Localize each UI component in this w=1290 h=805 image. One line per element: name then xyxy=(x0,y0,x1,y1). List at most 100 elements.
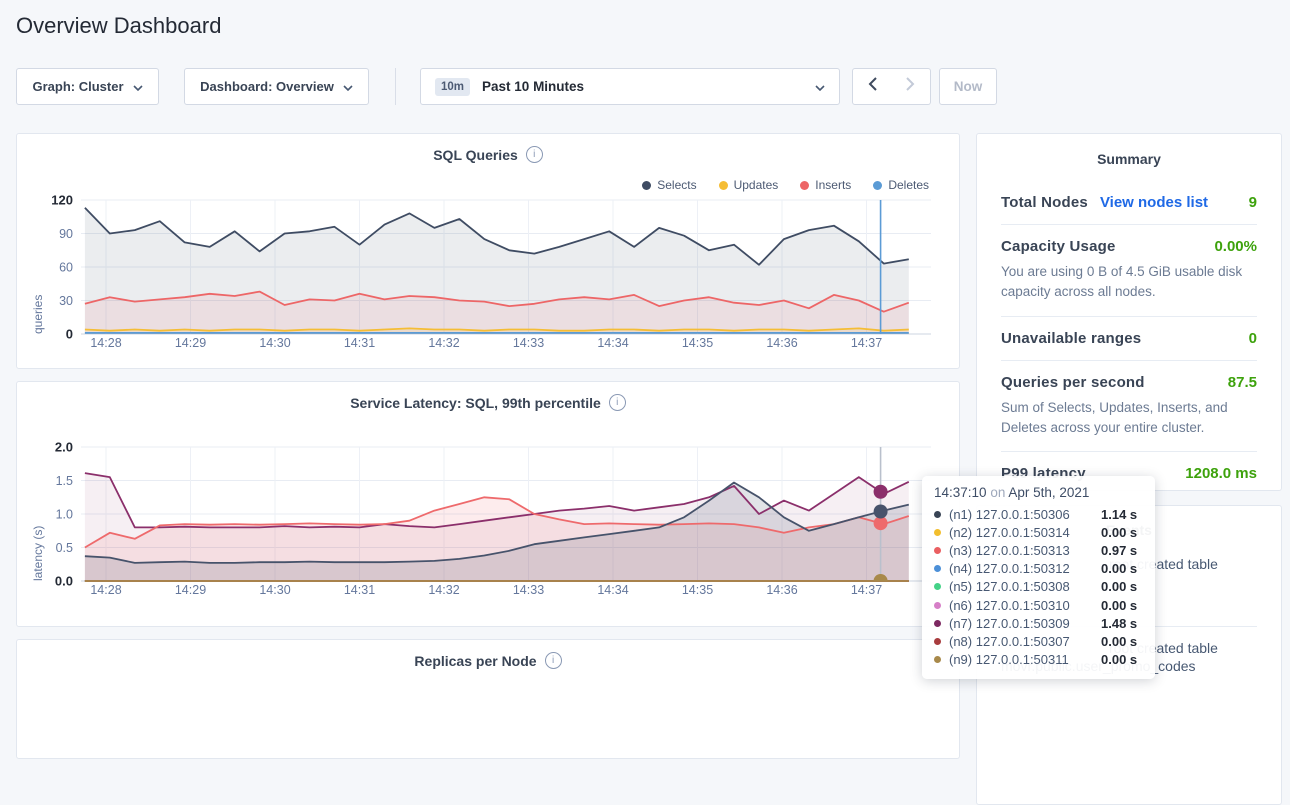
chart-hover-tooltip: 14:37:10 on Apr 5th, 2021 (n1) 127.0.0.1… xyxy=(922,476,1155,679)
y-tick-label: 0 xyxy=(66,327,73,342)
time-range-selector[interactable]: 10m Past 10 Minutes xyxy=(420,68,840,105)
tooltip-node-address: (n9) 127.0.0.1:50311 xyxy=(949,652,1101,667)
y-tick-label: 120 xyxy=(51,193,73,208)
info-icon[interactable]: i xyxy=(526,146,543,163)
view-nodes-list-link[interactable]: View nodes list xyxy=(1100,194,1208,211)
summary-row-value: 87.5 xyxy=(1228,374,1257,391)
replicas-chart-title: Replicas per Node xyxy=(414,653,536,669)
node-color-dot xyxy=(934,638,941,645)
legend-item-deletes[interactable]: Deletes xyxy=(873,178,929,192)
tooltip-node-address: (n8) 127.0.0.1:50307 xyxy=(949,634,1101,649)
tooltip-node-value: 1.48 s xyxy=(1101,616,1137,631)
summary-row: Capacity Usage0.00%You are using 0 B of … xyxy=(1001,224,1257,316)
y-tick-label: 1.5 xyxy=(56,474,73,488)
tooltip-node-value: 0.97 s xyxy=(1101,543,1137,558)
tooltip-node-address: (n2) 127.0.0.1:50314 xyxy=(949,525,1101,540)
legend-dot xyxy=(800,181,809,190)
dashboard-dropdown[interactable]: Dashboard: Overview xyxy=(184,68,369,105)
chevron-right-icon xyxy=(906,77,915,96)
legend-label: Selects xyxy=(657,178,696,192)
tooltip-node-value: 0.00 s xyxy=(1101,525,1137,540)
legend-item-selects[interactable]: Selects xyxy=(642,178,696,192)
service-latency-chart-card: Service Latency: SQL, 99th percentile i … xyxy=(16,381,960,627)
hover-dot xyxy=(874,485,888,499)
tooltip-date: Apr 5th, 2021 xyxy=(1008,485,1089,500)
tooltip-node-value: 1.14 s xyxy=(1101,507,1137,522)
node-color-dot xyxy=(934,529,941,536)
x-tick-label: 14:34 xyxy=(597,583,628,597)
info-icon[interactable]: i xyxy=(609,394,626,411)
x-tick-label: 14:33 xyxy=(513,583,544,597)
x-tick-label: 14:32 xyxy=(428,336,459,350)
y-tick-label: 0.0 xyxy=(55,574,73,589)
node-color-dot xyxy=(934,547,941,554)
summary-row-label: Total Nodes xyxy=(1001,194,1088,211)
node-color-dot xyxy=(934,602,941,609)
x-tick-label: 14:31 xyxy=(344,336,375,350)
tooltip-node-address: (n5) 127.0.0.1:50308 xyxy=(949,579,1101,594)
chart-legend: Selects Updates Inserts Deletes xyxy=(642,178,929,192)
y-tick-label: 60 xyxy=(59,261,73,275)
legend-label: Inserts xyxy=(815,178,851,192)
x-tick-label: 14:37 xyxy=(851,583,882,597)
x-tick-label: 14:30 xyxy=(259,336,290,350)
x-tick-label: 14:35 xyxy=(682,583,713,597)
x-tick-label: 14:28 xyxy=(90,583,121,597)
legend-dot xyxy=(642,181,651,190)
x-tick-label: 14:36 xyxy=(766,583,797,597)
replicas-chart-card: Replicas per Node i xyxy=(16,639,960,759)
summary-row: Queries per second87.5Sum of Selects, Up… xyxy=(1001,360,1257,452)
node-color-dot xyxy=(934,565,941,572)
chevron-down-icon xyxy=(343,79,353,94)
x-tick-label: 14:30 xyxy=(259,583,290,597)
x-tick-label: 14:29 xyxy=(175,583,206,597)
info-icon[interactable]: i xyxy=(545,652,562,669)
time-next-button[interactable] xyxy=(891,68,931,105)
y-axis-title: latency (s) xyxy=(31,447,45,581)
tooltip-node-value: 0.00 s xyxy=(1101,634,1137,649)
page-title: Overview Dashboard xyxy=(16,13,221,39)
graph-dropdown[interactable]: Graph: Cluster xyxy=(16,68,159,105)
time-range-label: Past 10 Minutes xyxy=(482,79,584,94)
x-tick-label: 14:31 xyxy=(344,583,375,597)
tooltip-on: on xyxy=(990,485,1005,500)
summary-row-value: 9 xyxy=(1249,194,1257,211)
hover-dot xyxy=(874,505,888,519)
graph-dropdown-label: Graph: Cluster xyxy=(32,79,123,94)
legend-item-inserts[interactable]: Inserts xyxy=(800,178,851,192)
summary-row-label: Queries per second xyxy=(1001,374,1145,391)
tooltip-node-row: (n5) 127.0.0.1:503080.00 s xyxy=(934,578,1143,596)
toolbar-divider xyxy=(395,68,396,105)
summary-row-label: Capacity Usage xyxy=(1001,238,1116,255)
summary-row-value: 1208.0 ms xyxy=(1185,465,1257,482)
legend-item-updates[interactable]: Updates xyxy=(719,178,779,192)
y-tick-label: 2.0 xyxy=(55,440,73,455)
y-axis-title: queries xyxy=(31,200,45,334)
y-tick-label: 90 xyxy=(59,227,73,241)
tooltip-node-row: (n9) 127.0.0.1:503110.00 s xyxy=(934,651,1143,669)
legend-dot xyxy=(873,181,882,190)
x-tick-label: 14:36 xyxy=(766,336,797,350)
x-tick-label: 14:28 xyxy=(90,336,121,350)
sql-queries-chart-title: SQL Queries xyxy=(433,147,518,163)
tooltip-timestamp: 14:37:10 on Apr 5th, 2021 xyxy=(934,485,1143,500)
now-button[interactable]: Now xyxy=(939,68,997,105)
chevron-down-icon xyxy=(133,79,143,94)
summary-row-value: 0.00% xyxy=(1214,238,1257,255)
node-color-dot xyxy=(934,511,941,518)
tooltip-node-value: 0.00 s xyxy=(1101,652,1137,667)
legend-label: Updates xyxy=(734,178,779,192)
sql-queries-chart-card: SQL Queries i Selects Updates Inserts Delet… xyxy=(16,133,960,369)
dashboard-dropdown-label: Dashboard: Overview xyxy=(200,79,334,94)
tooltip-node-value: 0.00 s xyxy=(1101,579,1137,594)
tooltip-node-address: (n7) 127.0.0.1:50309 xyxy=(949,616,1101,631)
tooltip-node-address: (n1) 127.0.0.1:50306 xyxy=(949,507,1101,522)
time-prev-button[interactable] xyxy=(852,68,892,105)
